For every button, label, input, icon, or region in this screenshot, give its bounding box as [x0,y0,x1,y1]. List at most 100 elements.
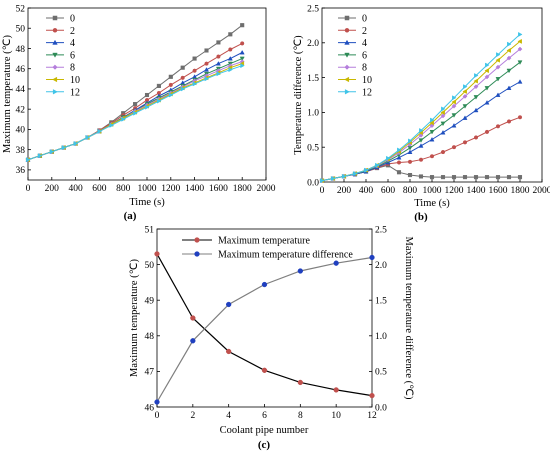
data-point [484,100,490,105]
data-point [496,52,501,58]
x-tick-label: 2000 [257,184,276,194]
x-tick-label: 4 [226,411,231,421]
data-point [396,170,402,175]
legend-swatch-marker [344,15,350,21]
legend-swatch-marker [52,89,58,95]
data-point [517,115,523,120]
data-point [473,107,479,113]
data-point [506,55,512,61]
series-line [321,61,521,182]
legend-item: 6 [338,50,367,61]
series-maximum-temperature-difference [154,254,375,405]
x-tick-label: 1800 [233,184,252,194]
y-tick-label: 50 [16,25,26,35]
series-maximum-temperature [154,251,375,399]
legend-item: 8 [46,63,75,74]
data-point [506,119,512,124]
y2-tick-label: 0.5 [375,368,387,378]
data-point [418,157,424,162]
y-tick-label: 48 [145,332,155,342]
data-point [462,140,468,145]
data-point [180,65,185,70]
x-tick-label: 1400 [185,184,204,194]
legend-label: 6 [362,50,367,61]
y-tick-label: 50 [145,261,155,271]
legend-label: 10 [70,75,80,86]
data-point [156,98,162,104]
y-tick-label: 2.5 [307,4,319,14]
data-point [168,92,174,98]
data-point [485,62,490,68]
legend-swatch-marker [52,76,58,83]
data-point [216,40,221,45]
y-tick-label: 48 [16,45,26,55]
data-point [473,84,479,90]
data-point [144,92,150,98]
x-tick-label: 1000 [138,184,157,194]
y2-tick-label: 2.0 [375,261,387,271]
y-tick-label: 44 [16,85,26,95]
data-point [320,178,325,184]
data-point [331,176,336,182]
y-tick-label: 1.5 [307,74,319,84]
legend-item: 4 [46,38,75,49]
x-tick-label: 1600 [489,186,508,196]
data-point [441,106,446,112]
data-point [133,102,138,107]
data-point [226,301,232,308]
y-tick-label: 52 [16,4,26,14]
legend-swatch-marker [344,52,350,58]
data-point [37,153,43,159]
data-point [180,86,186,92]
series-line [27,42,243,161]
chart-c-y2-label: Maximum temperature difference (℃) [403,237,414,400]
data-point [517,46,523,52]
series-0 [25,23,245,162]
data-point [495,175,501,180]
data-point [451,113,457,118]
data-point [451,145,457,150]
data-point [297,268,303,274]
legend-swatch-marker [344,89,350,95]
legend-item: Maximum temperature difference [182,250,353,261]
x-tick-label: 2 [190,411,195,421]
data-point [156,83,161,88]
data-point [518,31,523,37]
data-point [506,47,511,53]
chart-a-panel-label: (a) [124,210,137,222]
chart-a: 0 200 400 600 800 1000 1200 1400 1600 1800 2000 36… [2,4,276,222]
y2-tick-label: 2.5 [375,225,387,235]
legend-item: 12 [338,87,372,98]
data-point [154,399,160,405]
data-point [180,75,185,80]
data-point [440,129,446,135]
data-point [168,82,173,87]
data-point [215,61,221,66]
data-point [353,171,358,177]
chart-b-x-ticks: 0 200 400 600 800 1000 1200 1400 1600 1800 2000 [320,179,550,196]
data-point [375,162,380,168]
y-tick-label: 40 [16,126,26,136]
data-point [473,78,478,84]
legend-label: 12 [362,87,372,98]
y-tick-label: 0.5 [307,144,319,154]
data-point [261,281,268,288]
data-point [440,109,445,115]
data-point [451,175,457,180]
data-point [386,155,391,161]
legend-label: 4 [362,38,367,49]
legend-swatch-marker [52,28,58,33]
legend-item: 4 [338,38,367,49]
data-point [192,68,197,73]
data-point [495,77,501,82]
data-point [484,68,489,74]
data-point [168,74,173,79]
data-point [397,147,402,153]
chart-c-series [154,251,375,405]
legend-swatch-marker [52,39,58,45]
data-point [506,85,512,90]
series-12 [320,31,523,184]
data-point [240,63,245,69]
x-tick-label: 800 [116,184,131,194]
chart-b-panel-label: (b) [414,211,428,223]
